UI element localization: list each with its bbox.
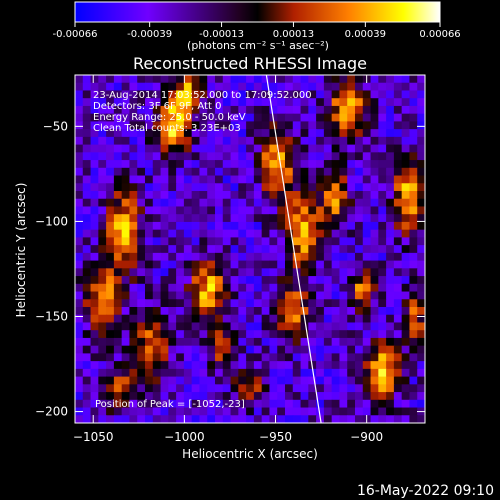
annotation-time: 23-Aug-2014 17:03:52.000 to 17:09:52.000 [93,90,312,101]
y-tick-label: −150 [35,310,68,324]
y-tick-label: −50 [43,119,68,133]
plot-frame [74,74,426,424]
solar-limb-line [265,75,322,423]
annotation-clean: Clean Total counts: 3.23E+03 [93,123,241,134]
peak-position-label: Position of Peak = [-1052,-23] [95,399,245,410]
x-axis-title: Heliocentric X (arcsec) [182,447,318,461]
colorbar-tick-label: 0.00066 [419,29,460,40]
axes: −1050 −1000 −950 −900 −50 −100 −150 −200 [35,75,425,444]
colorbar [74,1,441,23]
colorbar-tick-label: -0.00066 [53,29,98,40]
colorbar-tick-label: -0.00013 [199,29,244,40]
x-tick-label: −900 [350,430,383,444]
annotation-detectors: Detectors: 3F 6F 9F, Att 0 [93,101,221,112]
chart-title: Reconstructed RHESSI Image [133,54,367,73]
heatmap-image [75,75,425,423]
colorbar-tick-label: 0.00039 [345,29,386,40]
annotation-energy: Energy Range: 25.0 - 50.0 keV [93,112,246,123]
x-tick-label: −1000 [164,430,205,444]
colorbar-ticks: -0.00066 -0.00039 -0.00013 0.00013 0.00039 0.… [53,22,461,40]
colorbar-tick-label: 0.00013 [273,29,314,40]
colorbar-units: (photons cm⁻² s⁻¹ asec⁻²) [187,39,329,52]
y-tick-label: −200 [35,405,68,419]
colorbar-tick-label: -0.00039 [127,29,172,40]
annotation-block: 23-Aug-2014 17:03:52.000 to 17:09:52.000… [93,90,312,134]
y-axis-title: Heliocentric Y (arcsec) [14,183,28,318]
x-tick-label: −1050 [73,430,114,444]
y-tick-label: −100 [35,214,68,228]
footer-timestamp: 16-May-2022 09:10 [357,483,494,499]
x-tick-label: −950 [259,430,292,444]
